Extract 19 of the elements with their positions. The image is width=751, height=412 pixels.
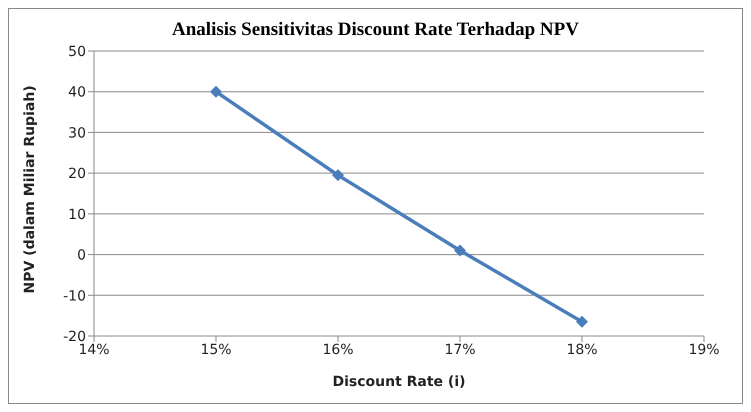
y-tick-label: -10 xyxy=(63,288,86,304)
chart-title: Analisis Sensitivitas Discount Rate Terhadap NPV xyxy=(171,19,580,41)
y-tick-label: 30 xyxy=(68,125,86,142)
point xyxy=(454,244,466,256)
y-tick-label: 0 xyxy=(77,248,86,264)
x-tick-label: 15% xyxy=(200,342,232,358)
x-tick-label: 18% xyxy=(566,342,598,358)
x-axis-title: Discount Rate (i) xyxy=(332,374,466,390)
y-tick-label: 50 xyxy=(68,44,86,60)
x-tick-label: 19% xyxy=(688,342,720,358)
x-tick-label: 17% xyxy=(444,342,476,358)
point xyxy=(576,316,588,328)
y-tick-label: 20 xyxy=(68,166,86,182)
point xyxy=(210,86,222,98)
y-tick-label: 40 xyxy=(68,84,86,101)
point xyxy=(332,169,344,182)
y-tick-label: 10 xyxy=(68,206,86,223)
x-tick-label: 16% xyxy=(322,342,354,358)
y-axis-title: NPV (dalam Miliar Rupiah) xyxy=(22,85,38,294)
